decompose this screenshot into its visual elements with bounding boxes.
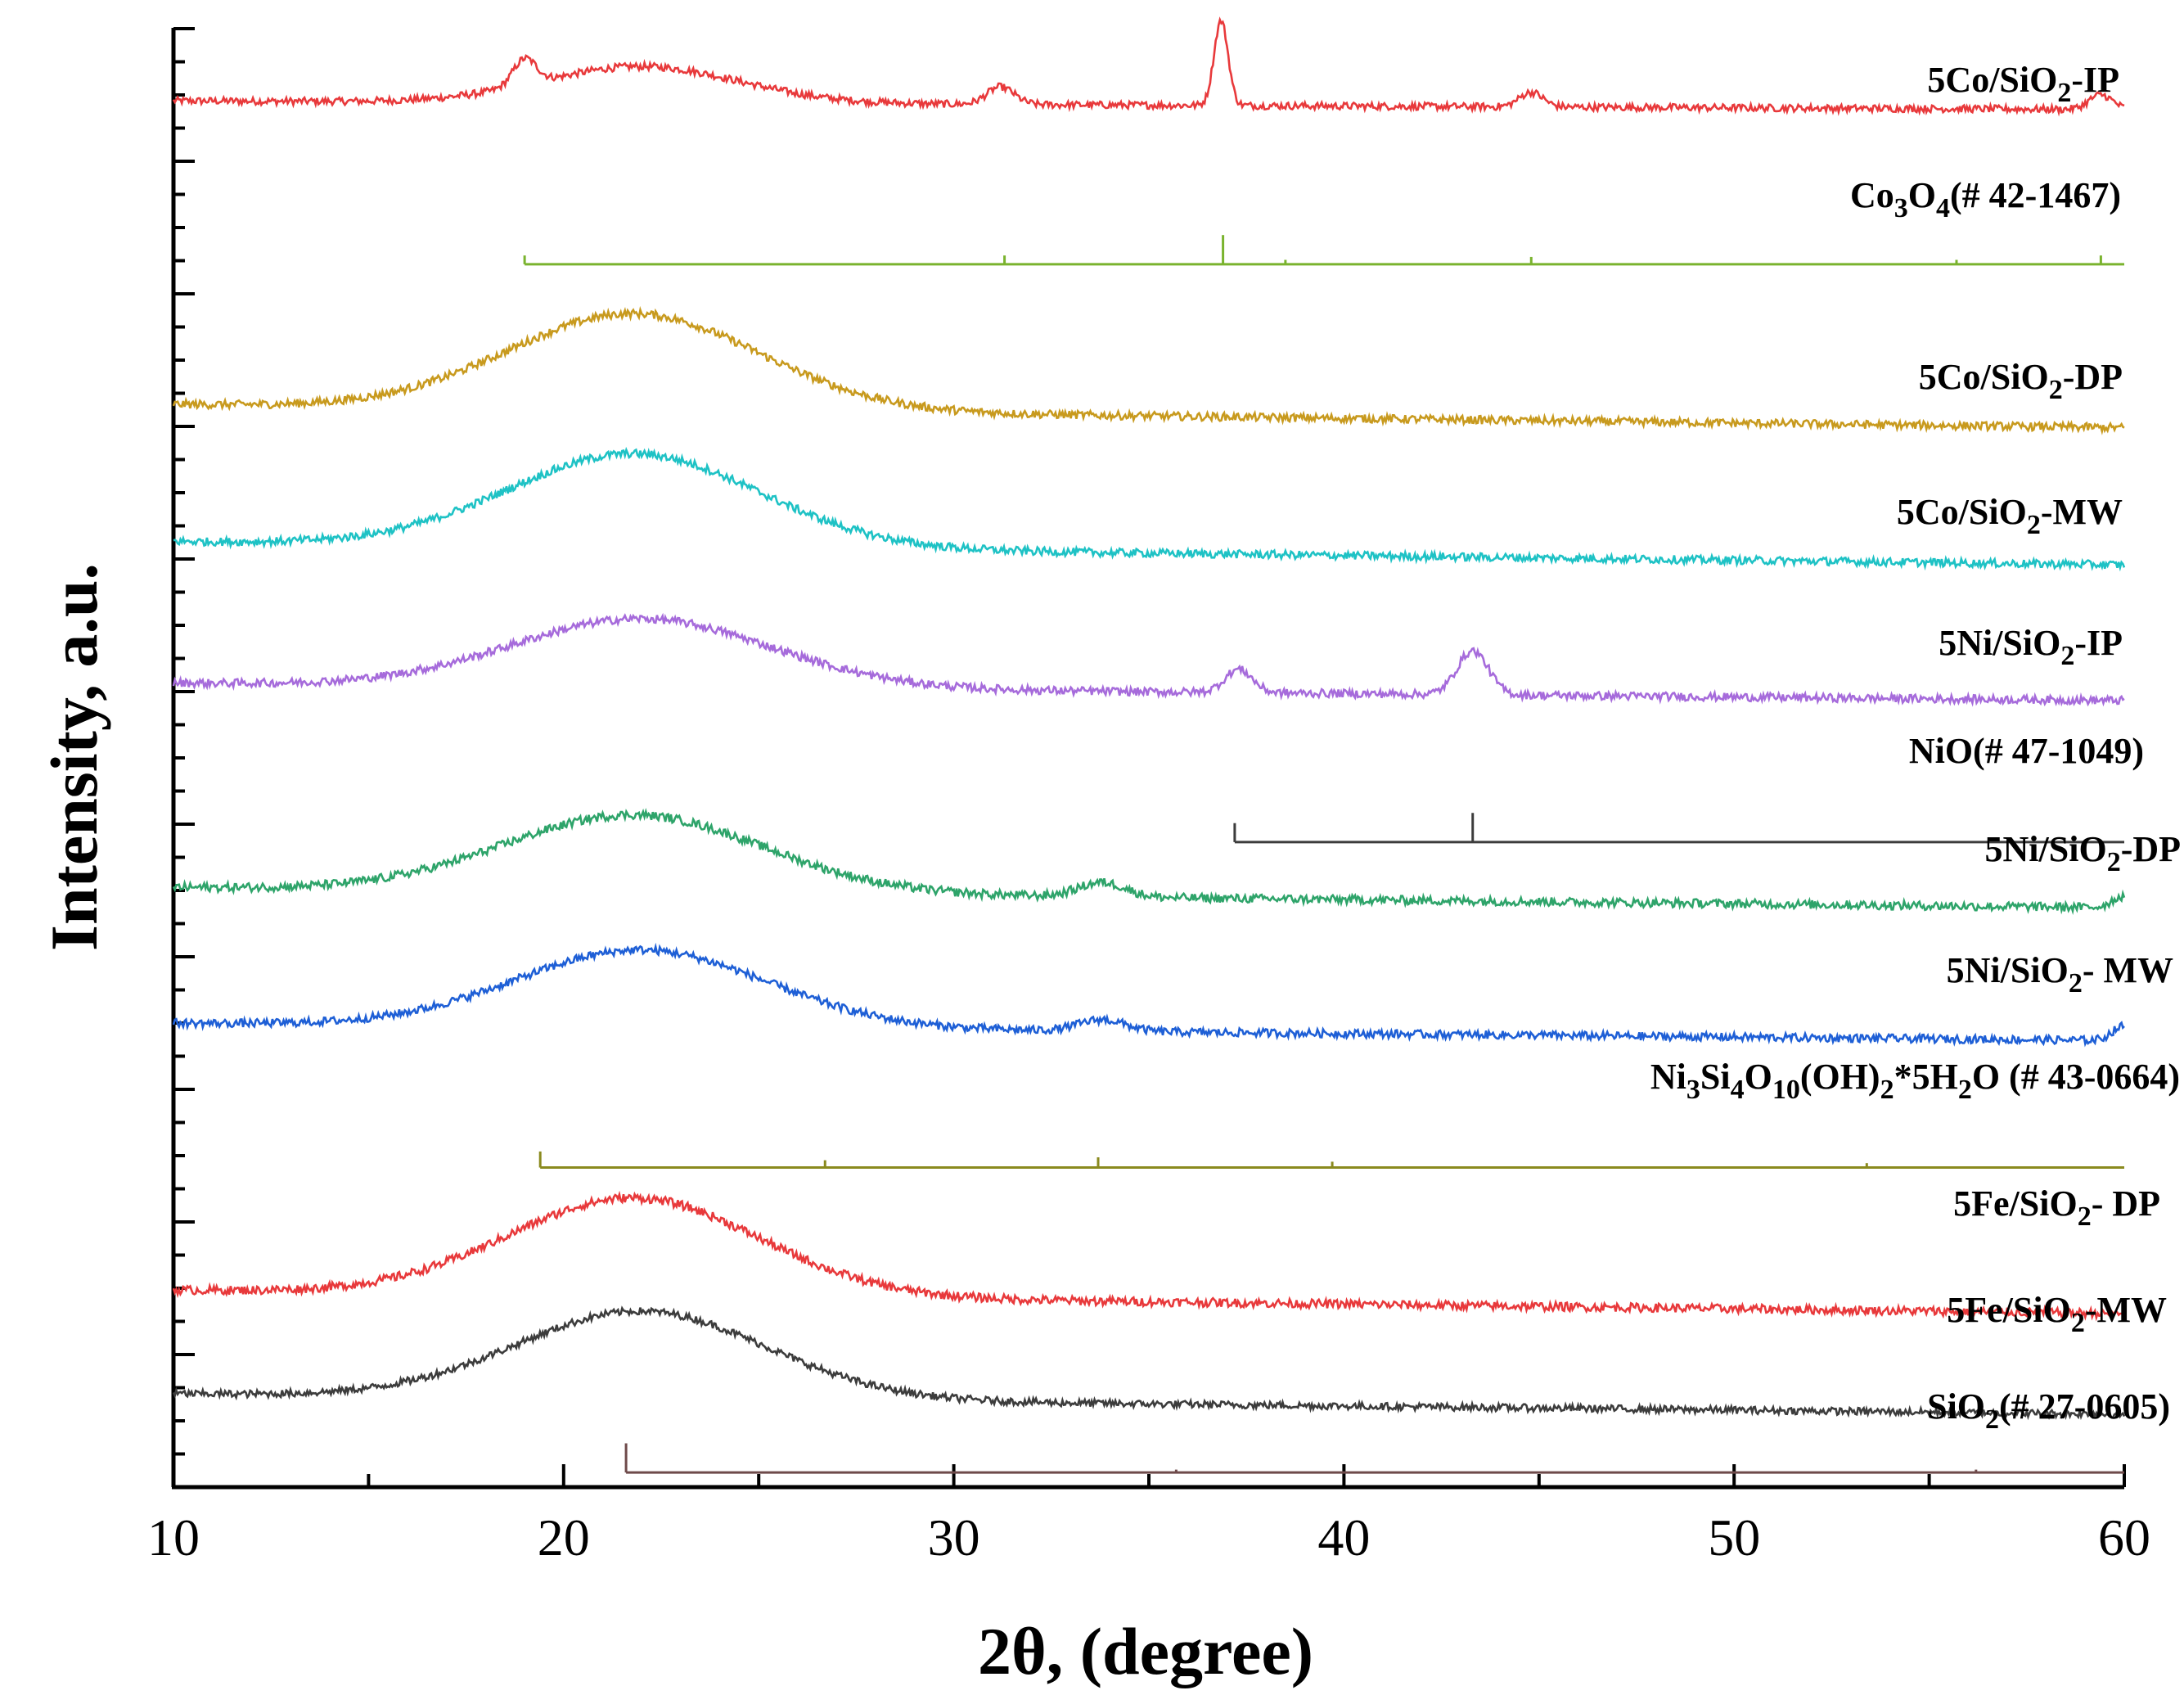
label-sio2-ref: SiO2(# 27-0605) bbox=[1927, 1386, 2170, 1435]
label-5co-ip: 5Co/SiO2-IP bbox=[1927, 60, 2119, 108]
reference-patterns bbox=[523, 235, 2124, 1474]
series-line-6 bbox=[172, 1190, 2126, 1322]
x-tick-label: 30 bbox=[928, 1508, 980, 1567]
x-tick-label: 20 bbox=[538, 1508, 590, 1567]
reference-labels: Co3O4(# 42-1467) NiO(# 47-1049) Ni3Si4O1… bbox=[1650, 175, 2180, 1435]
series-line-0 bbox=[172, 16, 2125, 117]
y-ticks bbox=[173, 27, 195, 1489]
series-labels: 5Co/SiO2-IP 5Co/SiO2-DP 5Co/SiO2-MW 5Ni/… bbox=[1897, 60, 2181, 1338]
label-nio-ref: NiO(# 47-1049) bbox=[1909, 731, 2144, 771]
axes: 10 20 30 40 50 60 bbox=[147, 27, 2150, 1567]
series-line-1 bbox=[172, 305, 2125, 435]
label-5co-dp: 5Co/SiO2-DP bbox=[1919, 357, 2123, 405]
label-5ni-mw: 5Ni/SiO2- MW bbox=[1947, 950, 2173, 999]
series-line-3 bbox=[172, 612, 2125, 707]
x-tick-label: 40 bbox=[1317, 1508, 1370, 1567]
label-5co-mw: 5Co/SiO2-MW bbox=[1897, 492, 2123, 540]
label-5ni-dp: 5Ni/SiO2-DP bbox=[1985, 829, 2181, 877]
series-line-7 bbox=[172, 1305, 2126, 1421]
label-5ni-ip: 5Ni/SiO2-IP bbox=[1939, 623, 2123, 671]
x-tick-label: 50 bbox=[1708, 1508, 1760, 1567]
x-tick-label: 60 bbox=[2098, 1508, 2150, 1567]
series-group bbox=[172, 16, 2126, 1421]
label-nisi-ref: Ni3Si4O10(OH)2*5H2O (# 43-0664) bbox=[1650, 1057, 2180, 1105]
series-line-5 bbox=[172, 942, 2125, 1048]
x-tick-label: 10 bbox=[147, 1508, 200, 1567]
x-axis-title: 2θ, (degree) bbox=[978, 1614, 1313, 1688]
label-5fe-mw: 5Fe/SiO2-MW bbox=[1947, 1290, 2167, 1338]
label-co3o4-ref: Co3O4(# 42-1467) bbox=[1850, 175, 2121, 223]
x-ticks: 10 20 30 40 50 60 bbox=[147, 1464, 2150, 1567]
series-line-2 bbox=[173, 446, 2126, 572]
y-axis-title: Intensity, a.u. bbox=[37, 563, 111, 951]
label-5fe-dp: 5Fe/SiO2- DP bbox=[1953, 1183, 2160, 1232]
series-line-4 bbox=[172, 808, 2126, 916]
